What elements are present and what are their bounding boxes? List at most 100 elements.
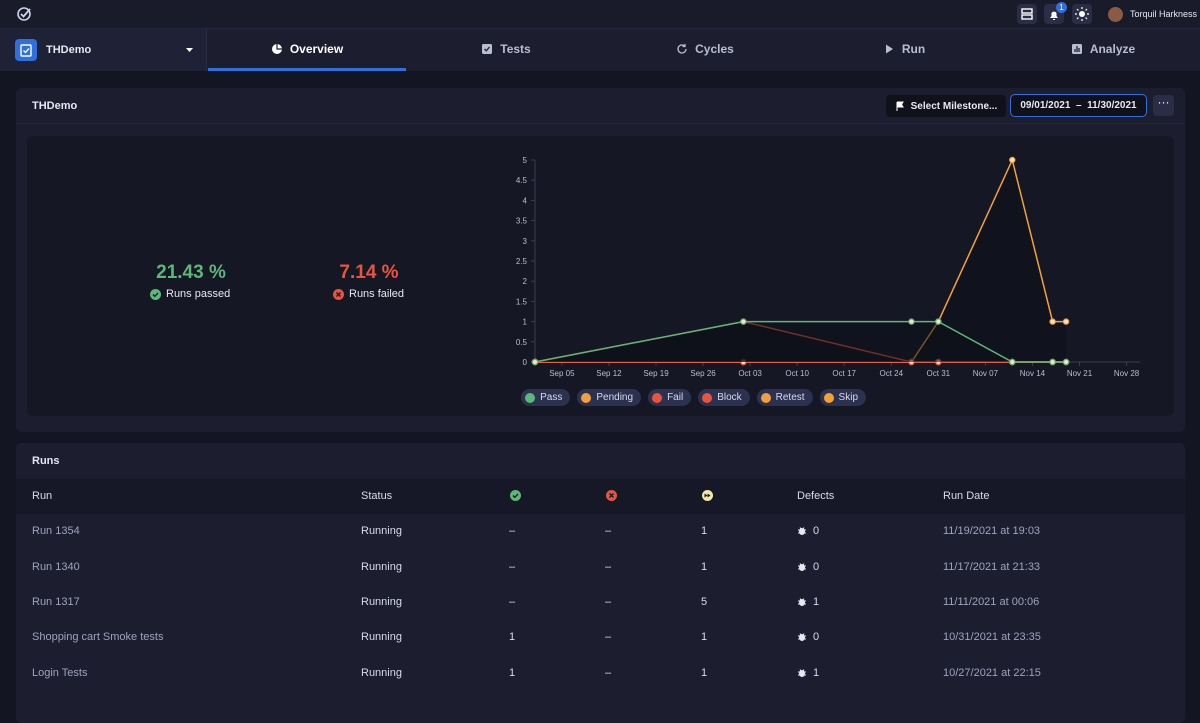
y-tick-label: 3.5 <box>516 217 528 226</box>
legend-label: Block <box>717 392 742 403</box>
table-cell: 0 <box>813 631 820 644</box>
table-cell: Run 1317 <box>32 595 80 608</box>
table-cell: 11/11/2021 at 00:06 <box>943 595 1040 608</box>
x-tick-label: Oct 24 <box>879 369 903 378</box>
tab-label: Analyze <box>1089 42 1136 56</box>
legend-label: Fail <box>667 392 684 403</box>
legend-item[interactable]: Retest <box>756 389 813 406</box>
x-tick-label: Oct 10 <box>785 369 809 378</box>
table-cell: – <box>509 525 516 538</box>
tab-icon <box>885 44 893 54</box>
column-icon <box>510 490 521 501</box>
legend-item[interactable]: Skip <box>819 389 866 406</box>
legend-icon <box>702 392 713 403</box>
defect-icon <box>798 668 806 677</box>
table-cell: 1 <box>701 525 708 538</box>
y-tick-label: 4 <box>523 196 528 205</box>
x-tick-label: Nov 21 <box>1067 369 1093 378</box>
legend-item[interactable]: Pass <box>521 389 571 406</box>
failed-value: 7.14 % <box>339 262 399 283</box>
more-button[interactable]: ··· <box>1153 95 1174 116</box>
series-point <box>935 318 942 325</box>
table-cell: Running <box>361 666 402 679</box>
tab-label: Tests <box>500 42 531 56</box>
legend-icon <box>760 392 771 403</box>
nav-tab[interactable]: Cycles <box>606 29 804 69</box>
failed-label: Runs failed <box>349 288 405 300</box>
table-cell: 1 <box>813 666 820 679</box>
x-tick-label: Oct 31 <box>927 369 951 378</box>
tab-icon <box>271 43 282 54</box>
date-range[interactable]: 09/01/2021 – 11/30/2021 <box>1010 94 1147 117</box>
y-tick-label: 1.5 <box>516 297 528 306</box>
project-name: THDemo <box>46 44 92 56</box>
project-selector[interactable]: THDemo <box>0 29 207 71</box>
x-tick-label: Sep 19 <box>643 369 669 378</box>
legend-swatch <box>652 392 663 403</box>
nav-tab[interactable]: Run <box>805 29 1003 69</box>
defect-icon <box>798 527 806 536</box>
passed-caption: Runs passed <box>150 288 230 300</box>
legend-item[interactable]: Pending <box>577 389 642 406</box>
column-header: Run <box>32 490 53 502</box>
tab-icon <box>482 44 493 54</box>
nav-tab[interactable]: Overview <box>208 29 406 71</box>
layout-button[interactable] <box>1017 4 1037 24</box>
table-cell: – <box>509 560 516 573</box>
column-header: Defects <box>797 490 835 502</box>
table-cell: – <box>605 595 612 608</box>
table-cell: Run 1340 <box>32 560 80 573</box>
column-icon <box>606 490 617 501</box>
nav-tab[interactable]: Tests <box>407 29 605 69</box>
series-point <box>1009 156 1016 164</box>
column-icon <box>702 490 713 501</box>
y-tick-label: 0 <box>523 358 528 367</box>
series-point <box>1009 358 1016 366</box>
milestone-button[interactable]: Select Milestone... <box>886 95 1006 117</box>
series-point <box>740 318 747 325</box>
dropdown-caret <box>186 48 193 52</box>
table-cell: 11/19/2021 at 19:03 <box>943 525 1041 538</box>
legend-swatch <box>760 392 771 403</box>
table-cell: 1 <box>813 595 820 608</box>
user-name[interactable]: Torquil Harkness <box>1130 9 1198 19</box>
table-cell: 0 <box>813 560 820 573</box>
column-header: Status <box>361 490 393 502</box>
legend-swatch <box>702 392 713 403</box>
column-header: Run Date <box>943 490 990 502</box>
passed-value: 21.43 % <box>156 262 226 283</box>
theme-button[interactable] <box>1072 4 1092 24</box>
table-cell: 1 <box>509 666 516 679</box>
runs-panel: Runs <box>16 443 1185 723</box>
top-bar: 1 Torquil Harkness <box>0 0 1200 29</box>
series-point <box>1062 358 1070 366</box>
series-point <box>531 358 539 366</box>
tab-label: Run <box>901 42 926 56</box>
y-tick-label: 4.5 <box>516 176 528 185</box>
nav-tab[interactable]: Analyze <box>1004 29 1200 69</box>
legend-swatch <box>823 392 834 403</box>
table-cell: Run 1354 <box>32 525 80 538</box>
legend-item[interactable]: Block <box>698 389 750 406</box>
y-tick-label: 5 <box>523 156 528 165</box>
table-cell: 1 <box>701 666 708 679</box>
table-cell: Shopping cart Smoke tests <box>32 631 164 644</box>
legend-label: Retest <box>775 392 805 403</box>
legend-icon <box>652 392 663 403</box>
legend-icon <box>823 392 834 403</box>
avatar[interactable] <box>1108 7 1123 22</box>
table-cell: 1 <box>701 631 708 644</box>
defect-icon <box>798 562 806 571</box>
legend-item[interactable]: Fail <box>648 389 692 406</box>
x-tick-label: Oct 17 <box>832 369 856 378</box>
table-cell: 10/31/2021 at 23:35 <box>943 631 1041 644</box>
table-cell: 0 <box>813 525 820 538</box>
x-tick-label: Sep 05 <box>549 369 575 378</box>
tab-label: Cycles <box>695 42 734 56</box>
milestone-label: Select Milestone... <box>910 100 998 112</box>
tab-label: Overview <box>289 41 344 56</box>
table-cell: Running <box>361 525 402 538</box>
panel-title: THDemo <box>32 100 78 112</box>
tab-icon <box>1071 44 1082 54</box>
